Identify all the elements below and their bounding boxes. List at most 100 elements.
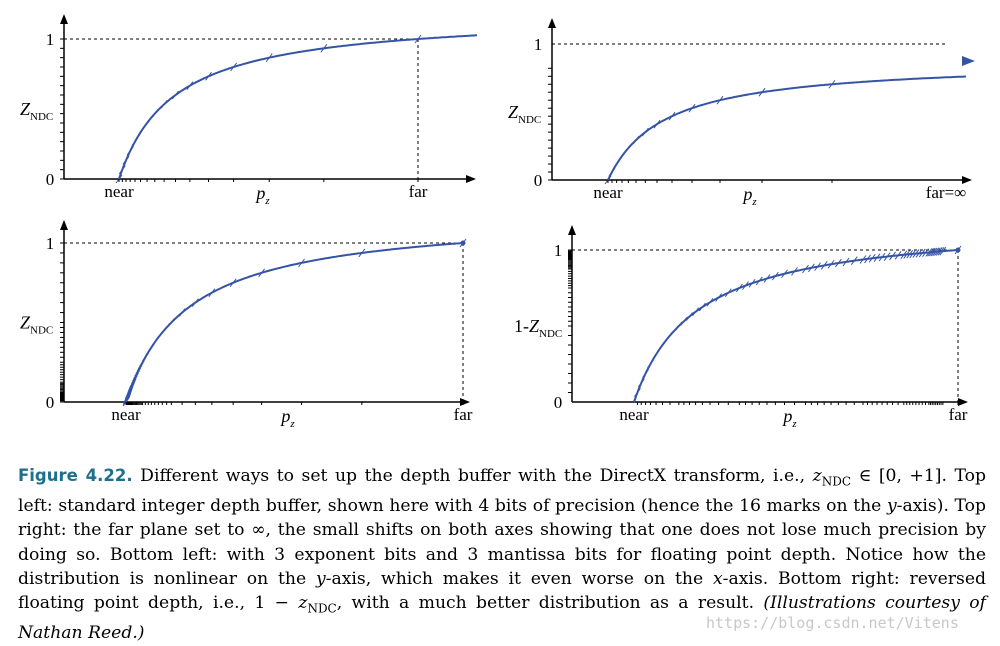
panel-top-right-y-label: ZNDC [508, 102, 541, 126]
caption-x-var: x [712, 569, 723, 590]
panel-top-left-curve-tick [230, 62, 237, 72]
panel-bottom-right-curve-tick [807, 263, 815, 273]
panel-bottom-left-curve-tick [258, 268, 266, 278]
caption-math-range: ∈ [0, +1]. [851, 466, 955, 486]
panel-bottom-right-curve-tick [715, 293, 722, 302]
caption-label: Figure 4.22. [18, 466, 133, 485]
panel-top-left-y-label-sub: NDC [30, 111, 53, 123]
panel-bottom-right-y-label-main: Z [529, 316, 540, 336]
panel-top-right-curve-tick [613, 159, 621, 169]
panel-bottom-left-x-label-far: far [454, 405, 473, 424]
panel-top-right-curve-tick [632, 135, 640, 145]
watermark: https://blog.csdn.net/Vitens [706, 614, 959, 632]
caption-credit: (Illustrations courtesy of Nathan Reed.) [18, 593, 987, 644]
panel-bottom-right-curve-tick [906, 249, 914, 259]
panel-top-right-curve-tick [758, 87, 766, 97]
panel-bottom-left-y-label-sub: NDC [30, 325, 53, 337]
panel-bottom-right-curve-tick [930, 247, 938, 257]
panel-bottom-left-curve-tick [132, 372, 139, 382]
panel-top-right-x-label-near: near [593, 183, 623, 202]
caption-math-z2: z [298, 593, 308, 614]
panel-bottom-right-curve-tick [873, 253, 881, 263]
panel-top-left-curve-tick [320, 44, 328, 53]
panel-bottom-right-curve-tick [742, 281, 749, 290]
panel-bottom-left-curve-tick [208, 288, 216, 297]
panel-top-left-curve-tick [414, 34, 422, 44]
panel-bottom-left-curve-tick [163, 323, 171, 332]
panel-bottom-right-x-label-pz: pz [781, 406, 797, 430]
panel-bottom-left-curve-tick [135, 365, 143, 375]
panel-bottom-left-curve-tick [139, 357, 146, 367]
panel-top-right-y-label-main: Z [508, 102, 519, 122]
panel-bottom-right-curve [633, 249, 959, 403]
panel-top-left-curve-tick [160, 100, 168, 109]
panel-bottom-right-y-tick-0: 0 [554, 393, 563, 412]
caption-text-6: , with a much better distribution as a r… [336, 593, 764, 614]
panel-bottom-left-y-tick-1: 1 [46, 234, 55, 253]
panel-top-left-x-label-pz-sub: z [264, 195, 270, 207]
panel-top-left-y-tick-1: 1 [46, 30, 55, 49]
panel-top-right-curve [607, 75, 967, 181]
panel-bottom-left-curve-tick [191, 298, 199, 307]
panel-bottom-right-x-label-pz-sub: z [791, 418, 797, 430]
panel-top-left-curve-tick [172, 90, 179, 100]
panel-top-left-y-label: ZNDC [20, 99, 53, 123]
panel-bottom-right-curve-tick [724, 288, 732, 298]
panel-bottom-left-curve-tick [298, 258, 305, 268]
panel-bottom-right-curve-tick [894, 251, 902, 260]
panel-bottom-right-curve-tick [735, 283, 743, 293]
panel-top-right-y-label-sub: NDC [518, 114, 541, 126]
panel-bottom-right-x-label-near: near [619, 405, 649, 424]
panel-bottom-left-y-tick-0: 0 [46, 393, 55, 412]
panel-bottom-right-curve-tick [927, 247, 934, 257]
panel-bottom-right-curve-tick [647, 359, 654, 369]
panel-bottom-right-y-axis-arrow [568, 225, 576, 235]
panel-bottom-left-x-label-pz-sub: z [289, 418, 295, 430]
panel-bottom-right-curve-tick [686, 312, 693, 321]
panel-bottom-left-curve [125, 242, 463, 403]
caption-text-5: -axis. Bottom right: reversed floating p… [18, 569, 986, 614]
figure-caption: Figure 4.22. Different ways to set up th… [18, 464, 986, 646]
panel-top-right-curve-tick [624, 143, 632, 153]
panel-bottom-right-curve-tick [637, 378, 645, 388]
panel-bottom-right-curve-tick [814, 262, 822, 271]
panel-top-right-curve-tick [828, 79, 836, 89]
panel-top-right-curve-tick [668, 111, 676, 121]
caption-text-1: Different ways to set up the depth buffe… [140, 466, 813, 486]
panel-top-right-x-label-pz: pz [741, 184, 757, 208]
panel-bottom-right-x-label-far: far [949, 405, 968, 424]
panel-bottom-right-curve-tick [666, 331, 674, 340]
panel-bottom-right-curve-tick [903, 250, 911, 259]
panel-bottom-right-y-tick-1: 1 [554, 241, 563, 260]
caption-text-2: Top left: standard integer depth buffer,… [18, 466, 987, 516]
panel-top-left-curve-tick [122, 156, 130, 165]
panel-top-right-x-axis-arrow [962, 176, 972, 184]
panel-top-right-curve-tick [716, 95, 724, 105]
panel-top-right-x-label-far: far=∞ [926, 183, 967, 202]
panel-bottom-right-curve-tick [748, 278, 756, 288]
panel-top-left-curve-tick [126, 146, 134, 156]
panel-bottom-right-curve-tick [925, 248, 933, 257]
panel-bottom-right-x-axis-arrow [958, 398, 968, 406]
panel-top-right-curve-arrow [962, 56, 975, 66]
panel-bottom-right-curve-tick [878, 252, 886, 262]
panel-bottom-right-curve-tick [864, 254, 871, 264]
panel-bottom-right-curve-tick [900, 250, 908, 260]
panel-bottom-right-curve-tick [939, 246, 947, 256]
panel-top-left-x-label-far: far [409, 182, 428, 201]
panel-bottom-right-curve-tick [937, 247, 945, 256]
panel-bottom-right-curve-tick [659, 340, 666, 350]
panel-bottom-right-curve-tick [791, 267, 798, 276]
caption-text-4: -axis, which makes it even worse on the [325, 569, 713, 590]
caption-math-z2-sub: NDC [307, 601, 337, 616]
panel-bottom-right-curve-tick [868, 254, 876, 263]
panel-bottom-left-curve-tick [459, 238, 467, 248]
panel-bottom-left-curve-tick [141, 352, 149, 362]
panel-top-left-curve-tick [186, 81, 194, 90]
panel-bottom-left-curve-tick [358, 248, 366, 258]
panel-bottom-left-curve-tick [178, 308, 186, 317]
caption-math-z: z [812, 466, 822, 486]
panel-bottom-right-curve-tick [912, 249, 920, 258]
panel-bottom-right-curve-tick [692, 307, 699, 317]
